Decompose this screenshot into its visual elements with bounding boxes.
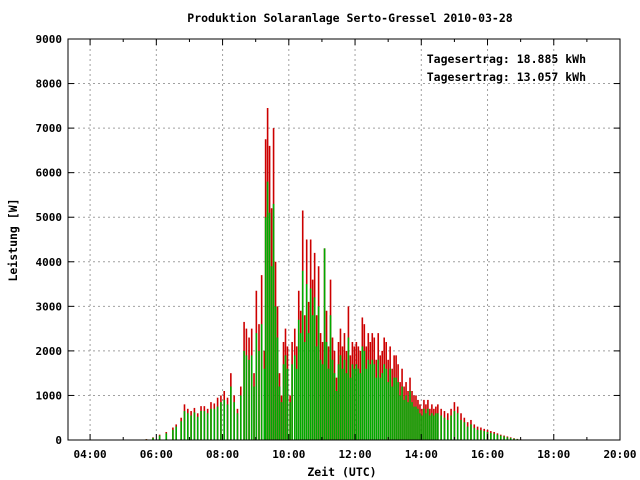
y-tick-label: 0 (55, 434, 62, 447)
x-tick-labels: 04:00 06:00 08:00 10:00 12:00 14:00 16:00 18:00… (74, 448, 637, 461)
y-tick-label: 7000 (36, 122, 63, 135)
y-tick-label: 5000 (36, 211, 63, 224)
chart-title: Produktion Solaranlage Serto-Gressel 201… (187, 11, 512, 25)
plot-border (67, 38, 621, 441)
x-tick-label: 10:00 (272, 448, 305, 461)
x-tick-label: 06:00 (140, 448, 173, 461)
x-axis-label: Zeit (UTC) (307, 465, 376, 479)
y-tick-label: 2000 (36, 345, 63, 358)
y-tick-label: 3000 (36, 300, 63, 313)
x-tick-label: 18:00 (537, 448, 570, 461)
x-tick-label: 04:00 (74, 448, 107, 461)
x-tick-label: 20:00 (603, 448, 636, 461)
y-tick-label: 9000 (36, 33, 63, 46)
axes (67, 38, 621, 441)
x-tick-label: 14:00 (405, 448, 438, 461)
x-tick-label: 12:00 (338, 448, 371, 461)
y-axis-label: Leistung [W] (6, 198, 20, 281)
legend-entry-green: Tagesertrag: 13.057 kWh (427, 70, 586, 84)
y-tick-label: 4000 (36, 256, 63, 269)
legend-entry-red: Tagesertrag: 18.885 kWh (427, 52, 586, 66)
x-tick-label: 08:00 (206, 448, 239, 461)
y-tick-label: 8000 (36, 78, 63, 91)
y-tick-labels: 0 1000 2000 3000 4000 5000 6000 7000 8000 9000 (36, 33, 63, 447)
y-tick-label: 1000 (36, 389, 63, 402)
y-tick-label: 6000 (36, 167, 63, 180)
grid-lines (68, 39, 620, 440)
x-tick-label: 16:00 (471, 448, 504, 461)
data-bars (125, 108, 525, 440)
